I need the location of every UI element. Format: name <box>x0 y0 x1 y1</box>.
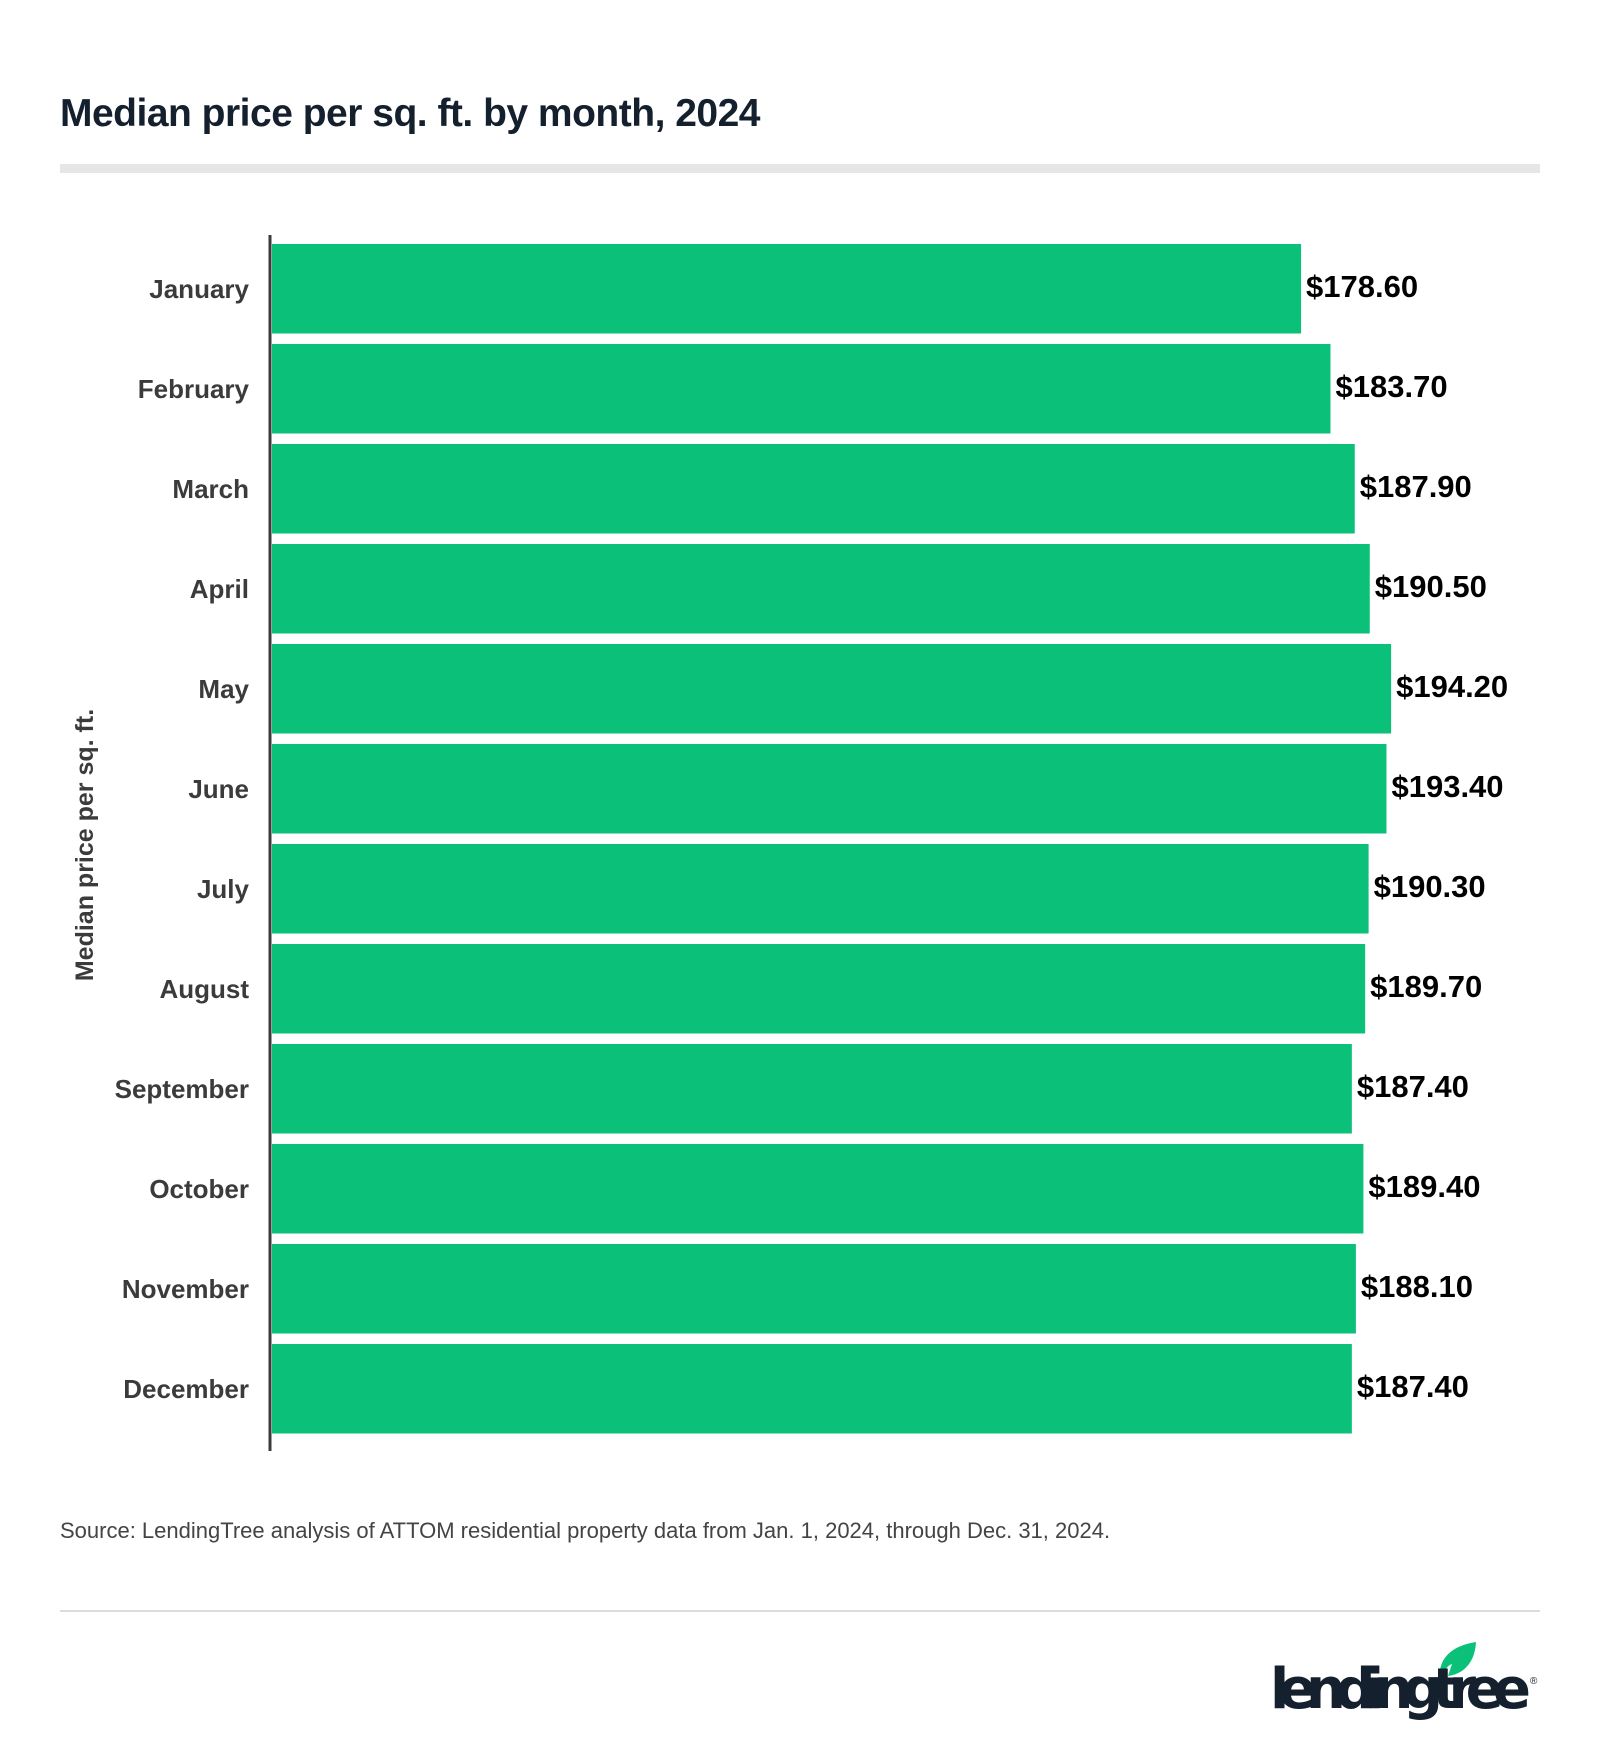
category-label: November <box>122 1274 249 1304</box>
bar-december <box>272 1344 1352 1434</box>
data-label: $183.70 <box>1336 369 1448 404</box>
category-label: October <box>149 1174 249 1204</box>
bar-november <box>272 1244 1356 1334</box>
data-label: $193.40 <box>1391 769 1503 804</box>
bar-august <box>272 944 1366 1034</box>
leaf-icon <box>1439 1642 1476 1678</box>
category-label: March <box>172 474 249 504</box>
footer-divider <box>60 1610 1540 1612</box>
bar-june <box>272 744 1387 834</box>
data-label: $187.40 <box>1357 1069 1469 1104</box>
chart-title: Median price per sq. ft. by month, 2024 <box>60 92 761 135</box>
data-label: $194.20 <box>1396 669 1508 704</box>
category-label: January <box>149 274 249 304</box>
source-note: Source: LendingTree analysis of ATTOM re… <box>60 1518 1111 1543</box>
bar-may <box>272 644 1392 734</box>
data-label: $190.50 <box>1375 569 1487 604</box>
category-label: September <box>115 1074 249 1104</box>
data-label: $187.40 <box>1357 1369 1469 1404</box>
data-label: $188.10 <box>1361 1269 1473 1304</box>
category-label: April <box>190 574 249 604</box>
bar-march <box>272 444 1355 534</box>
category-label: July <box>197 874 250 904</box>
bar-september <box>272 1044 1352 1134</box>
data-label: $178.60 <box>1306 269 1418 304</box>
bar-january <box>272 244 1302 334</box>
bar-july <box>272 844 1369 934</box>
bar-april <box>272 544 1370 634</box>
logo-wordmark: lendingtree <box>1270 1657 1529 1722</box>
y-axis-label: Median price per sq. ft. <box>71 709 99 981</box>
bar-october <box>272 1144 1364 1234</box>
lendingtree-logo: lendingtree ® <box>1270 1642 1538 1722</box>
category-label: June <box>188 774 249 804</box>
category-label: May <box>198 674 249 704</box>
data-label: $189.40 <box>1368 1169 1480 1204</box>
bar-chart: Median price per sq. ft. January $178.60 F… <box>71 235 1508 1451</box>
data-label: $187.90 <box>1360 469 1472 504</box>
category-label: February <box>138 374 250 404</box>
data-label: $189.70 <box>1370 969 1482 1004</box>
registered-mark: ® <box>1530 1676 1538 1687</box>
category-label: August <box>159 974 249 1004</box>
data-label: $190.30 <box>1374 869 1486 904</box>
category-label: December <box>123 1374 249 1404</box>
title-divider <box>60 164 1540 173</box>
bar-february <box>272 344 1331 434</box>
